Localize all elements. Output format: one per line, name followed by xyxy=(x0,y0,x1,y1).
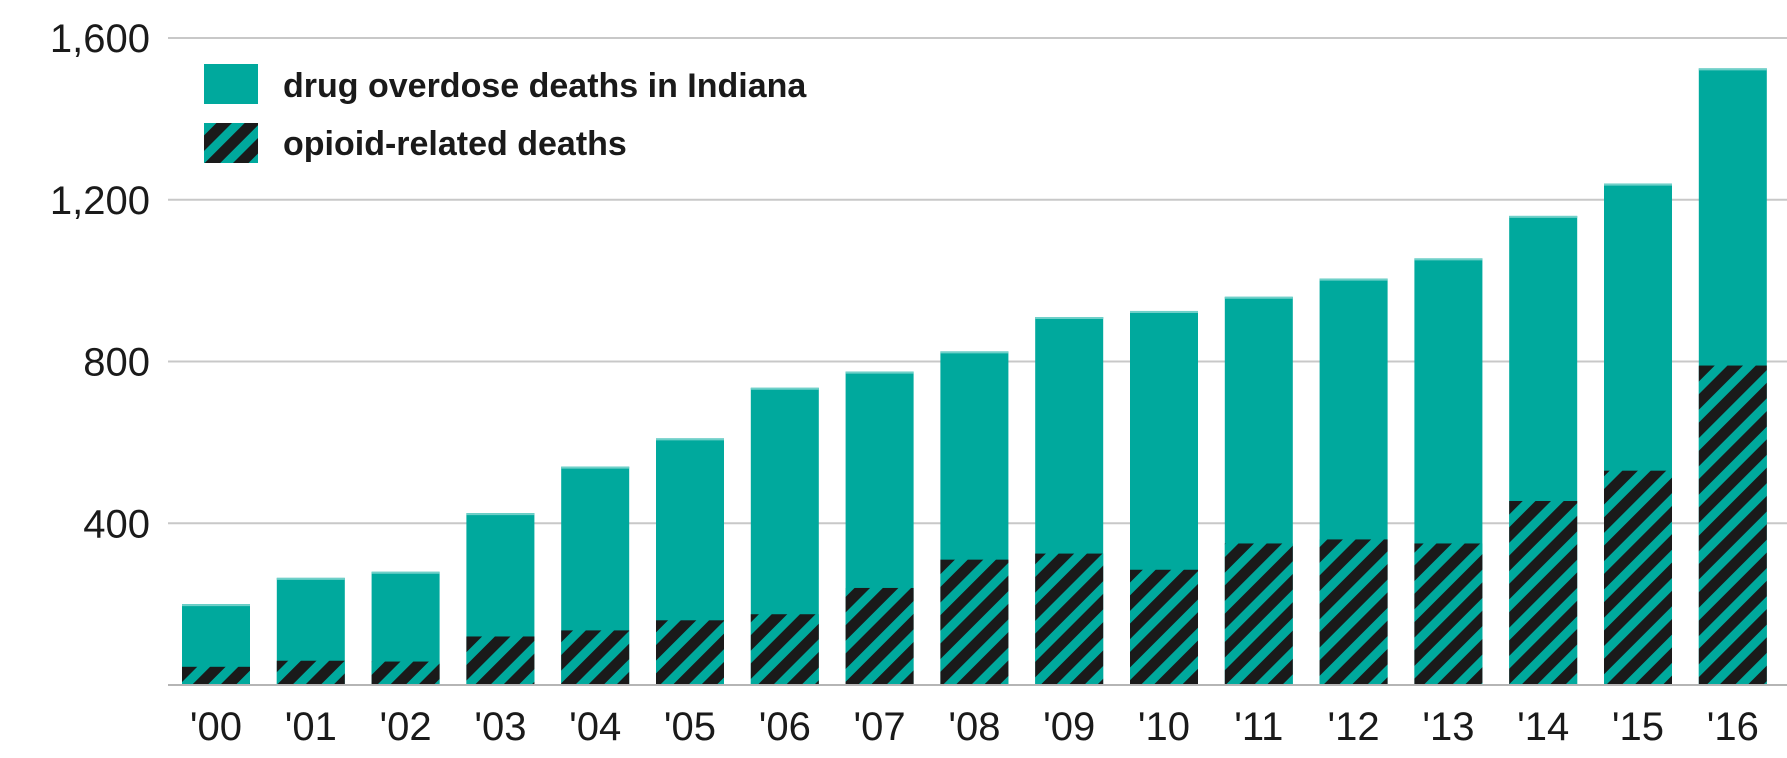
x-tick-label: '14 xyxy=(1517,705,1569,749)
legend: drug overdose deaths in Indiana opioid-r… xyxy=(204,64,807,163)
y-tick-label: 1,600 xyxy=(50,17,150,61)
bar-opioid-deaths xyxy=(1035,553,1104,685)
bar-opioid-deaths xyxy=(1414,543,1483,685)
bar-opioid-deaths xyxy=(1130,569,1198,685)
bar-opioid-deaths xyxy=(940,559,1009,685)
x-tick-label: '08 xyxy=(948,705,1000,749)
bar-opioid-deaths xyxy=(656,620,724,685)
bars xyxy=(182,68,1767,686)
x-tick-label: '03 xyxy=(474,705,526,749)
x-tick-label: '09 xyxy=(1043,705,1095,749)
bar-opioid-deaths xyxy=(561,630,630,685)
bar-opioid-deaths xyxy=(1698,365,1767,685)
bar-opioid-deaths xyxy=(1509,501,1578,685)
x-axis-tick-labels: '00 '01 '02 '03 '04 '05 '06 '07 '08 '09 '10 '11 '12 '… xyxy=(190,705,1759,749)
x-tick-label: '05 xyxy=(664,705,716,749)
y-tick-label: 800 xyxy=(83,341,150,385)
x-tick-label: '01 xyxy=(285,705,337,749)
legend-label-overdose: drug overdose deaths in Indiana xyxy=(283,67,807,105)
legend-swatch-overdose xyxy=(204,64,258,104)
bar-opioid-deaths xyxy=(1224,543,1293,685)
x-tick-label: '10 xyxy=(1138,705,1190,749)
x-tick-label: '11 xyxy=(1234,705,1283,749)
legend-swatch-opioid xyxy=(204,123,258,163)
x-tick-label: '04 xyxy=(569,705,621,749)
y-tick-label: 400 xyxy=(83,502,150,546)
x-tick-label: '13 xyxy=(1422,705,1474,749)
x-tick-label: '15 xyxy=(1612,705,1664,749)
bar-opioid-deaths xyxy=(1319,539,1388,685)
x-tick-label: '02 xyxy=(380,705,432,749)
bar-opioid-deaths xyxy=(466,636,535,685)
x-tick-label: '12 xyxy=(1328,705,1380,749)
bar-opioid-deaths xyxy=(182,666,250,685)
x-tick-label: '16 xyxy=(1707,705,1759,749)
y-axis-tick-labels: 1,600 1,200 800 400 xyxy=(50,17,150,546)
bar-opioid-deaths xyxy=(1604,470,1672,685)
bar-opioid-deaths xyxy=(750,614,819,685)
legend-label-opioid: opioid-related deaths xyxy=(283,125,627,163)
bar-opioid-deaths xyxy=(276,660,345,685)
bar-opioid-deaths xyxy=(845,587,914,685)
y-tick-label: 1,200 xyxy=(50,179,150,223)
bar-opioid-deaths xyxy=(371,661,440,685)
x-tick-label: '06 xyxy=(759,705,811,749)
x-tick-label: '07 xyxy=(854,705,906,749)
x-tick-label: '00 xyxy=(190,705,242,749)
